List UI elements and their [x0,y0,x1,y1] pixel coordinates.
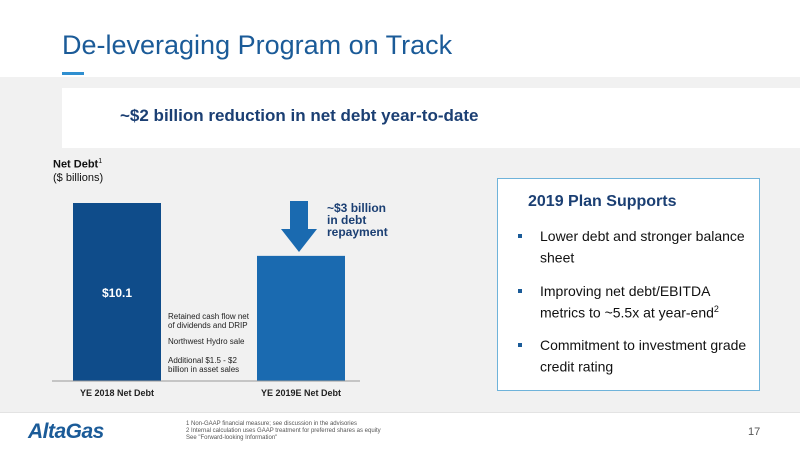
square-bullet-icon [518,288,522,293]
down-arrow-head [281,229,317,252]
square-bullet-icon [518,343,522,348]
chart-label: Net Debt1 [53,158,102,171]
plan-item-text: Lower debt and stronger balance sheet [540,228,745,266]
plan-item-footnote: 2 [713,303,719,314]
repayment-line-2: in debt [327,213,367,227]
annotation-line: Retained cash flow net [168,312,249,321]
down-arrow-icon [281,201,317,252]
footer [0,412,800,451]
x-labels-group: YE 2018 Net Debt YE 2019E Net Debt [80,388,341,398]
square-bullet-icon [518,234,522,238]
annotation-hydro-sale: Northwest Hydro sale [168,337,263,346]
annotation-line: Additional $1.5 - $2 [168,356,237,365]
down-arrow-shaft [290,201,308,229]
company-logo: AltaGas [28,420,104,443]
plan-item-text: Commitment to investment grade credit ra… [540,337,747,375]
chart-units: ($ billions) [53,172,104,184]
headline-banner [62,88,800,148]
page-title: De-leveraging Program on Track [62,30,453,60]
page-number: 17 [748,426,761,438]
footnote-2: 2 Internal calculation uses GAAP treatme… [186,428,381,434]
plan-supports-box: 2019 Plan Supports Lower debt and strong… [497,178,760,391]
annotation-line: billion in asset sales [168,365,240,374]
repayment-callout: ~$3 billion in debt repayment [327,202,417,238]
headline-text: ~$2 billion reduction in net debt year-t… [120,106,479,125]
list-item: Commitment to investment grade credit ra… [516,336,751,376]
plan-title: 2019 Plan Supports [528,193,677,210]
repayment-line-3: repayment [327,225,388,239]
footnote-3: See "Forward-looking Information" [186,435,278,441]
bar-0 [73,203,161,381]
plan-item-text: Improving net debt/EBITDA metrics to ~5.… [540,282,714,321]
footnote-1: 1 Non-GAAP financial measure; see discus… [186,421,357,427]
title-underline [62,72,84,75]
footnotes: 1 Non-GAAP financial measure; see discus… [186,421,486,442]
plan-list: Lower debt and stronger balance sheet Im… [516,227,751,391]
annotation-asset-sales: Additional $1.5 - $2 billion in asset sa… [168,356,263,374]
bar-1 [257,255,345,381]
x-tick-label: YE 2018 Net Debt [80,388,154,398]
chart-label-footnote: 1 [98,158,103,165]
bar-data-label: $10.1 [102,286,132,300]
repayment-line-1: ~$3 billion [327,201,387,215]
x-tick-label: YE 2019E Net Debt [261,388,341,398]
annotation-line: Northwest Hydro sale [168,337,245,346]
annotation-retained-cash: Retained cash flow net of dividends and … [168,312,263,330]
list-item: Lower debt and stronger balance sheet [516,227,751,267]
list-item: Improving net debt/EBITDA metrics to ~5.… [516,282,751,322]
annotation-line: of dividends and DRIP [168,321,248,330]
bars-group: $10.1 [73,203,345,381]
chart-label-text: Net Debt [53,158,99,171]
